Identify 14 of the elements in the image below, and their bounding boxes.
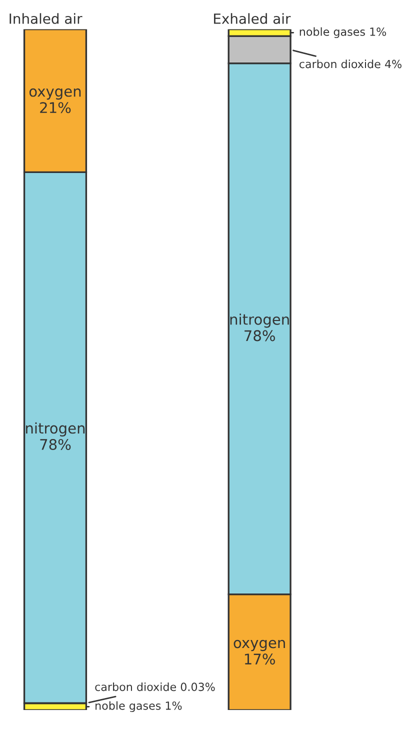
series-label: oxygen (29, 88, 81, 100)
data-label: 78% (40, 438, 71, 450)
series-label: oxygen (234, 640, 285, 652)
chart-title: Exhaled air (214, 13, 291, 24)
text: noble gases 1% (300, 27, 386, 38)
chart-title: Inhaled air (10, 13, 82, 24)
text: carbon dioxide 4% (299, 60, 402, 68)
series-label: nitrogen (26, 422, 85, 437)
series-label: nitrogen (230, 314, 289, 328)
text: carbon dioxide 0.03% (95, 682, 215, 692)
data-label: 17% (244, 654, 275, 665)
data-label: 21% (40, 102, 71, 114)
data-label: 78% (244, 330, 275, 342)
text: noble gases 1% (96, 701, 182, 712)
